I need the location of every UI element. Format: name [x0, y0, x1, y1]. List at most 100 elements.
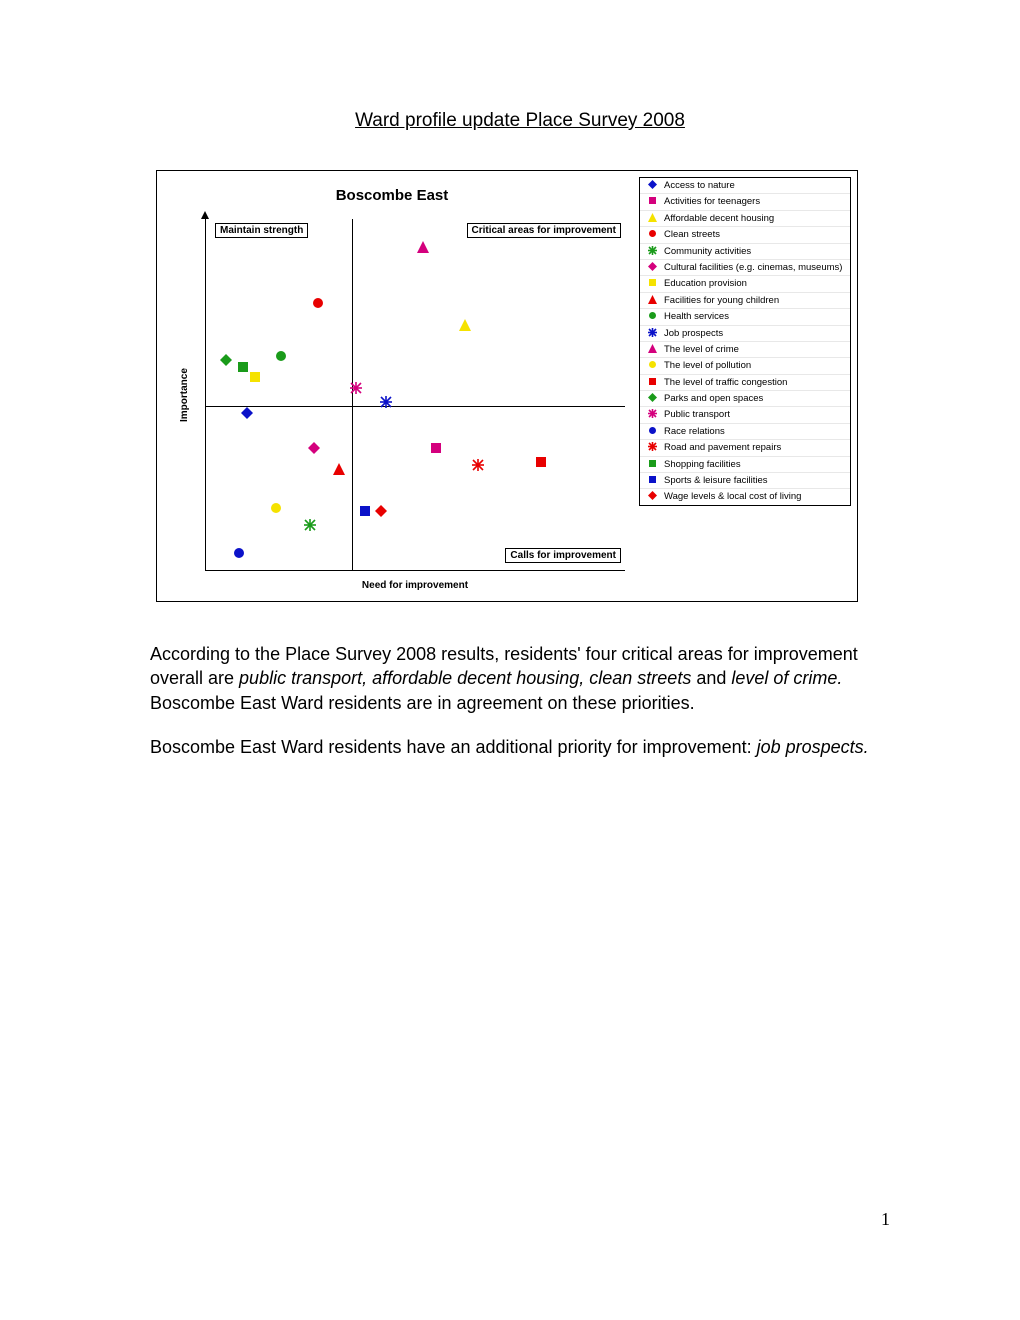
text-run: and: [691, 668, 731, 688]
circle-icon: [646, 311, 658, 320]
diamond-icon: [646, 180, 658, 189]
legend-label: Race relations: [664, 426, 725, 437]
data-point: [380, 396, 392, 408]
circle-icon: [646, 360, 658, 369]
chart-legend: Access to nature Activities for teenagers…: [639, 177, 851, 506]
legend-label: Parks and open spaces: [664, 393, 763, 404]
quadrant-label-top-left: Maintain strength: [215, 223, 308, 238]
legend-item: Job prospects: [640, 325, 850, 341]
square-icon: [646, 377, 658, 386]
asterisk-icon: [646, 328, 658, 337]
data-point: [359, 505, 371, 517]
y-axis-arrow-icon: [201, 211, 209, 219]
quadrant-label-bottom-right: Calls for improvement: [505, 548, 621, 563]
legend-label: Road and pavement repairs: [664, 442, 781, 453]
legend-item: The level of crime: [640, 341, 850, 357]
paragraph-2: Boscombe East Ward residents have an add…: [150, 735, 890, 759]
legend-item: Affordable decent housing: [640, 210, 850, 226]
asterisk-icon: [646, 409, 658, 418]
legend-label: Clean streets: [664, 229, 720, 240]
square-icon: [646, 459, 658, 468]
legend-label: Community activities: [664, 246, 751, 257]
chart-title: Boscombe East: [157, 187, 627, 204]
italic-run: job prospects.: [757, 737, 869, 757]
legend-item: Education provision: [640, 275, 850, 291]
square-icon: [646, 196, 658, 205]
italic-run: level of crime.: [731, 668, 842, 688]
square-icon: [646, 475, 658, 484]
data-point: [275, 350, 287, 362]
data-point: [304, 519, 316, 531]
data-point: [312, 297, 324, 309]
triangle-icon: [646, 344, 658, 353]
data-point: [233, 547, 245, 559]
legend-item: Clean streets: [640, 226, 850, 242]
legend-item: Race relations: [640, 423, 850, 439]
data-point: [308, 442, 320, 454]
legend-label: Activities for teenagers: [664, 196, 760, 207]
legend-label: Cultural facilities (e.g. cinemas, museu…: [664, 262, 842, 273]
document-page: Ward profile update Place Survey 2008 Bo…: [0, 0, 1020, 759]
legend-label: Wage levels & local cost of living: [664, 491, 801, 502]
data-point: [241, 407, 253, 419]
legend-label: Education provision: [664, 278, 747, 289]
text-run: Boscombe East Ward residents have an add…: [150, 737, 757, 757]
x-axis-label: Need for improvement: [205, 580, 625, 591]
chart-plot-area: Maintain strength Critical areas for imp…: [205, 219, 625, 571]
body-text: According to the Place Survey 2008 resul…: [150, 642, 890, 759]
legend-item: Facilities for young children: [640, 292, 850, 308]
legend-label: Sports & leisure facilities: [664, 475, 767, 486]
data-point: [249, 371, 261, 383]
legend-item: Sports & leisure facilities: [640, 472, 850, 488]
asterisk-icon: [646, 442, 658, 451]
triangle-icon: [646, 295, 658, 304]
legend-label: The level of pollution: [664, 360, 751, 371]
legend-label: The level of crime: [664, 344, 739, 355]
legend-item: Cultural facilities (e.g. cinemas, museu…: [640, 259, 850, 275]
legend-item: Wage levels & local cost of living: [640, 488, 850, 504]
legend-item: Health services: [640, 308, 850, 324]
diamond-icon: [646, 262, 658, 271]
data-point: [375, 505, 387, 517]
legend-item: Access to nature: [640, 178, 850, 193]
legend-label: Health services: [664, 311, 729, 322]
y-axis-line: [205, 219, 206, 571]
data-point: [472, 459, 484, 471]
data-point: [417, 241, 429, 253]
italic-run: public transport, affordable decent hous…: [239, 668, 691, 688]
data-point: [270, 502, 282, 514]
data-point: [333, 463, 345, 475]
legend-item: Road and pavement repairs: [640, 439, 850, 455]
diamond-icon: [646, 491, 658, 500]
asterisk-icon: [646, 246, 658, 255]
circle-icon: [646, 229, 658, 238]
square-icon: [646, 278, 658, 287]
legend-label: Public transport: [664, 409, 730, 420]
legend-label: Facilities for young children: [664, 295, 779, 306]
horizontal-divider: [205, 406, 625, 407]
quadrant-chart: Boscombe East Access to nature Activities…: [156, 170, 858, 602]
page-title: Ward profile update Place Survey 2008: [150, 110, 890, 132]
quadrant-label-top-right: Critical areas for improvement: [467, 223, 622, 238]
diamond-icon: [646, 393, 658, 402]
legend-label: Job prospects: [664, 328, 723, 339]
vertical-divider: [352, 219, 353, 571]
legend-item: Public transport: [640, 406, 850, 422]
legend-item: Community activities: [640, 243, 850, 259]
page-number: 1: [881, 1209, 890, 1230]
data-point: [220, 354, 232, 366]
legend-label: Access to nature: [664, 180, 735, 191]
legend-item: The level of traffic congestion: [640, 374, 850, 390]
legend-label: The level of traffic congestion: [664, 377, 787, 388]
y-axis-label: Importance: [179, 219, 190, 571]
data-point: [430, 442, 442, 454]
triangle-icon: [646, 213, 658, 222]
data-point: [350, 382, 362, 394]
legend-label: Shopping facilities: [664, 459, 741, 470]
data-point: [535, 456, 547, 468]
data-point: [459, 319, 471, 331]
legend-item: Parks and open spaces: [640, 390, 850, 406]
circle-icon: [646, 426, 658, 435]
data-point: [237, 361, 249, 373]
paragraph-1: According to the Place Survey 2008 resul…: [150, 642, 890, 715]
